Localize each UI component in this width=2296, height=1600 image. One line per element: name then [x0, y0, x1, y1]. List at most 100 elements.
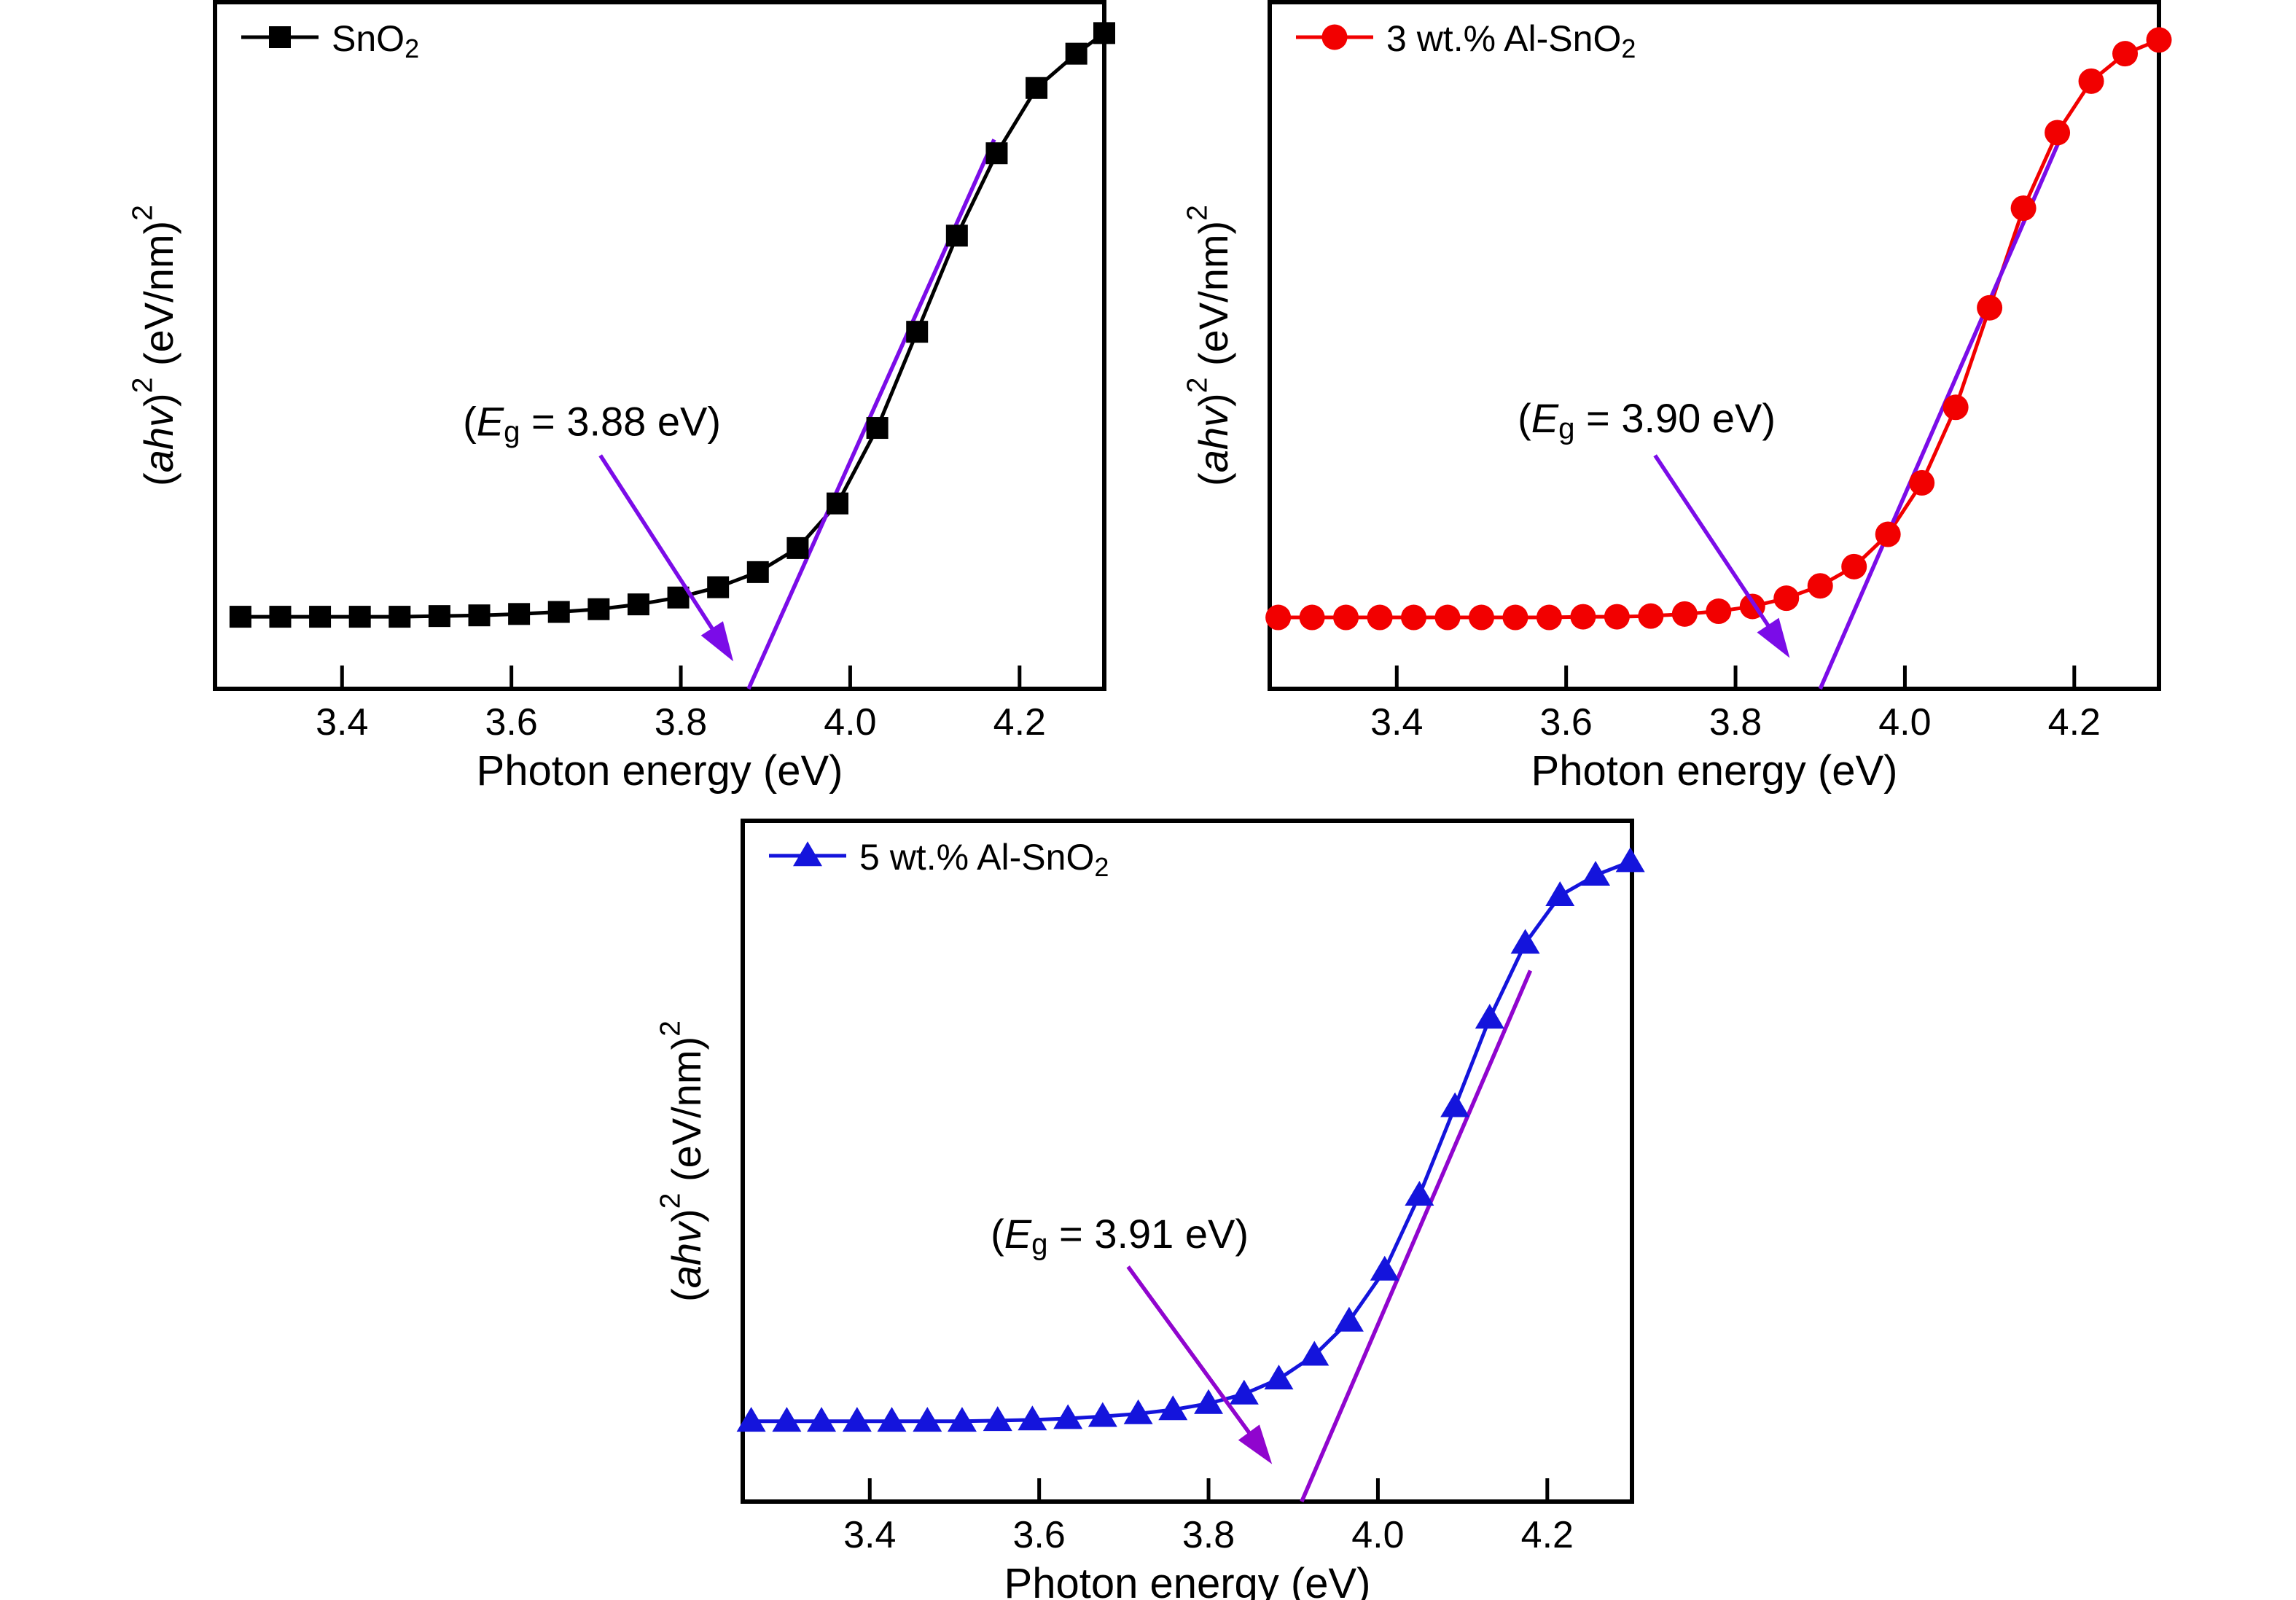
square-marker	[587, 598, 610, 620]
square-marker	[1026, 77, 1048, 99]
square-marker	[1065, 42, 1088, 65]
triangle-marker	[1510, 929, 1540, 954]
x-axis-label-part: Photon energy (eV)	[1531, 747, 1898, 795]
eg-annotation: (Eg = 3.91 eV)	[991, 1211, 1249, 1261]
triangle-marker	[1581, 861, 1611, 886]
triangle-marker	[1053, 1404, 1083, 1429]
eg-arrowhead	[1757, 617, 1790, 658]
plot-frame	[1268, 0, 2161, 691]
triangle-marker	[1123, 1399, 1153, 1424]
square-marker	[827, 492, 848, 515]
x-axis-label: Photon energy (eV)	[1004, 1560, 1371, 1600]
y-axis-label-part: (	[1190, 472, 1236, 486]
legend-label-part: 2	[1094, 852, 1109, 882]
square-marker	[786, 536, 809, 559]
plot-5wt-al-sno2: 3.4 3.6 3.8 4.0 4.2 Photon energy (eV) (ahv)2 …	[655, 819, 1645, 1600]
eg-arrow	[1653, 454, 1790, 658]
eg-annotation-part: g	[1558, 411, 1574, 445]
x-tick-label: 3.8	[1182, 1514, 1235, 1556]
x-tick-label-part: 3.4	[316, 701, 368, 744]
y-axis-label-part: 2	[127, 378, 158, 394]
circle-marker	[1875, 521, 1901, 547]
square-marker	[547, 601, 570, 623]
y-axis-label-part: ahv	[1190, 405, 1236, 472]
triangle-marker	[1088, 1402, 1117, 1427]
x-tick-label: 4.2	[993, 701, 1046, 744]
circle-marker	[1942, 394, 1969, 421]
square-marker	[468, 604, 491, 627]
legend-label: SnO2	[332, 18, 419, 63]
square-marker	[1093, 22, 1115, 44]
data-curve	[240, 31, 1106, 619]
legend: 5 wt.% Al-SnO2	[769, 837, 1109, 882]
eg-annotation-part: g	[1031, 1228, 1047, 1261]
y-axis-label-part: (eV/nm)	[136, 221, 181, 378]
triangle-marker	[947, 1407, 977, 1432]
eg-arrow	[598, 454, 734, 662]
triangle-marker	[1229, 1379, 1259, 1405]
x-axis-label: Photon energy (eV)	[1531, 747, 1898, 795]
square-marker	[906, 321, 929, 343]
x-tick-label: 3.4	[1370, 701, 1423, 744]
y-axis-label: (ahv)2 (eV/nm)2	[127, 205, 181, 486]
triangle-marker	[1300, 1341, 1329, 1366]
x-axis-label-part: Photon energy (eV)	[477, 747, 843, 795]
plot-sno2: 3.4 3.6 3.8 4.0 4.2 Photon energy (eV) (ahv)2 …	[127, 0, 1115, 795]
x-tick-label-part: 4.2	[2048, 701, 2101, 744]
triangle-marker	[913, 1407, 942, 1432]
triangle-marker	[877, 1407, 907, 1432]
y-axis-label-part: 2	[1182, 378, 1213, 394]
circle-marker	[1706, 598, 1732, 625]
x-tick-label-part: 3.8	[1182, 1514, 1235, 1556]
circle-marker	[1401, 604, 1427, 631]
x-tick-label: 4.0	[824, 701, 876, 744]
circle-marker	[1502, 604, 1528, 631]
eg-annotation-part: E	[1531, 394, 1559, 440]
y-axis-label-part: )	[136, 393, 181, 407]
square-marker	[428, 605, 450, 628]
tangent-line	[746, 138, 996, 690]
circle-marker	[2010, 195, 2037, 222]
eg-annotation: (Eg = 3.88 eV)	[463, 398, 721, 448]
y-axis-label: (ahv)2 (eV/nm)2	[655, 1021, 708, 1302]
triangle-marker	[807, 1407, 837, 1432]
square-marker	[348, 606, 371, 628]
circle-marker	[1909, 469, 1935, 496]
x-tick-label-part: 3.6	[485, 701, 538, 744]
circle-marker	[1434, 604, 1461, 631]
square-marker	[269, 606, 292, 628]
data-markers	[736, 847, 1645, 1432]
eg-annotation-part: g	[504, 415, 520, 448]
y-axis-label-part: )	[1190, 393, 1236, 407]
x-tick-label-part: 3.8	[1709, 701, 1762, 744]
eg-arrow	[1126, 1265, 1273, 1464]
triangle-marker	[1018, 1405, 1047, 1431]
y-axis-label-part: (eV/nm)	[663, 1037, 709, 1193]
legend-label: 5 wt.% Al-SnO2	[859, 837, 1109, 882]
x-tick-label-part: 4.0	[824, 701, 876, 744]
square-marker	[985, 142, 1008, 165]
x-tick-label-part: 4.0	[1878, 701, 1931, 744]
square-marker	[746, 561, 769, 583]
y-axis-label-part: (	[663, 1288, 709, 1302]
y-axis-label-part: )	[663, 1209, 709, 1222]
tangent-line	[1300, 969, 1533, 1503]
triangle-marker	[1264, 1365, 1294, 1390]
legend-marker	[1321, 24, 1348, 50]
eg-annotation-part: (	[1518, 394, 1531, 440]
plot-frame	[741, 819, 1634, 1504]
x-tick-label-part: 4.2	[993, 701, 1046, 744]
eg-annotation-part: (	[991, 1211, 1004, 1257]
y-axis-label-part: (	[136, 472, 181, 486]
y-axis-label: (ahv)2 (eV/nm)2	[1182, 205, 1235, 486]
x-tick-label: 3.6	[485, 701, 538, 744]
square-marker	[309, 606, 332, 628]
square-marker	[945, 225, 968, 247]
eg-annotation: (Eg = 3.90 eV)	[1518, 394, 1776, 445]
circle-marker	[1468, 604, 1494, 631]
circle-marker	[1671, 601, 1698, 627]
legend: SnO2	[241, 18, 419, 63]
circle-marker	[1367, 604, 1393, 631]
square-marker	[508, 603, 531, 625]
legend-label-part: 2	[405, 34, 419, 63]
